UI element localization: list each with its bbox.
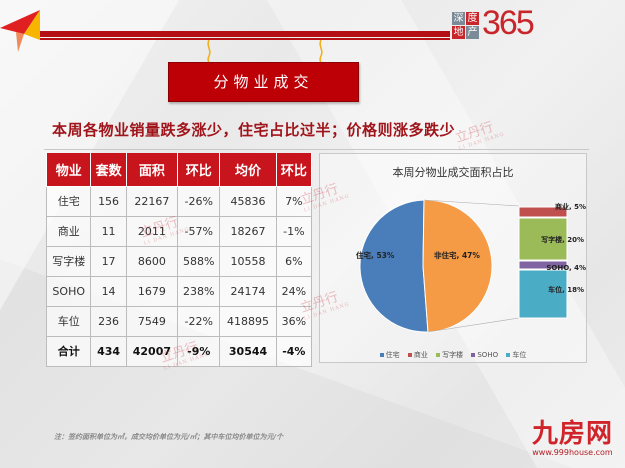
- chart-legend: 住宅 商业 写字楼 SOHO 车位: [320, 350, 586, 360]
- cell: 商业: [45, 215, 92, 247]
- cell: 7549: [125, 305, 179, 337]
- cell: 1679: [125, 275, 179, 307]
- cell: 24174: [219, 275, 277, 307]
- label-residential: 住宅, 53%: [356, 250, 395, 260]
- footnote: 注：签约面积单位为㎡，成交均价单位为元/㎡；其中车位均价单位为元/个: [54, 433, 284, 441]
- cell: 2011: [125, 215, 179, 247]
- table-header-row: 物业 套数 面积 环比 均价 环比: [45, 153, 313, 187]
- cell: -57%: [177, 215, 221, 247]
- col-header: 环比: [275, 153, 313, 187]
- cell: 588%: [177, 245, 221, 277]
- cell: 6%: [275, 245, 313, 277]
- legend-item: SOHO: [471, 351, 498, 359]
- table-row: 写字楼 17 8600 588% 10558 6%: [45, 245, 313, 277]
- legend-item: 商业: [407, 351, 428, 359]
- pie-chart-panel: 本周分物业成交面积占比 住宅, 53% 非住宅, 47% 商业, 5% 写字楼,…: [319, 153, 587, 363]
- cell: -26%: [177, 185, 221, 217]
- legend-item: 住宅: [379, 351, 400, 359]
- cell: SOHO: [45, 275, 92, 307]
- table-total-row: 合计 434 42007 -9% 30544 -4%: [45, 335, 313, 367]
- legend-item: 写字楼: [436, 351, 463, 359]
- cell: 写字楼: [45, 245, 92, 277]
- footer-logo-url: www.999house.com: [532, 448, 613, 457]
- col-header: 均价: [219, 153, 277, 187]
- label-office: 写字楼, 20%: [541, 235, 584, 244]
- label-soho: SOHO, 4%: [546, 264, 586, 272]
- cell: 车位: [45, 305, 92, 337]
- cell: 10558: [219, 245, 277, 277]
- cell: 7%: [275, 185, 313, 217]
- col-header: 环比: [177, 153, 221, 187]
- pie-slice-residential: [359, 199, 429, 333]
- cell: -1%: [275, 215, 313, 247]
- cell: -4%: [275, 335, 313, 367]
- cell: 住宅: [45, 185, 92, 217]
- legend-item: 车位: [506, 351, 526, 359]
- col-header: 套数: [90, 153, 127, 187]
- col-header: 面积: [125, 153, 179, 187]
- cell: 45836: [219, 185, 277, 217]
- cell: 14: [90, 275, 127, 307]
- cell: 42007: [125, 335, 179, 367]
- label-commercial: 商业, 5%: [555, 202, 586, 211]
- header-rail: [40, 31, 450, 41]
- label-parking: 车位, 18%: [548, 285, 584, 294]
- col-header: 物业: [45, 153, 92, 187]
- table-row: 商业 11 2011 -57% 18267 -1%: [45, 215, 313, 247]
- bar-segment-office: [518, 217, 568, 261]
- cell: -9%: [177, 335, 221, 367]
- cell: 17: [90, 245, 127, 277]
- brand-logo-365: 深 度 地 产 365: [452, 4, 535, 42]
- cell: 30544: [219, 335, 277, 367]
- cell: 11: [90, 215, 127, 247]
- cell: -22%: [177, 305, 221, 337]
- bar-of-pie-chart: 住宅, 53% 非住宅, 47% 商业, 5% 写字楼, 20% SOHO, 4…: [356, 199, 586, 333]
- table-row: SOHO 14 1679 238% 24174 24%: [45, 275, 313, 307]
- bar-segment-commercial: [518, 206, 568, 218]
- table-row: 车位 236 7549 -22% 418895 36%: [45, 305, 313, 337]
- table-row: 住宅 156 22167 -26% 45836 7%: [45, 185, 313, 217]
- cell: 合计: [45, 335, 92, 367]
- label-nonresidential: 非住宅, 47%: [434, 250, 480, 260]
- cell: 8600: [125, 245, 179, 277]
- pie-slice-nonresidential: [422, 199, 493, 333]
- footer-logo-999house: 九房网 www.999house.com: [520, 420, 625, 468]
- section-title-banner: 分物业成交: [168, 62, 359, 102]
- bar-segment-soho: [518, 260, 568, 270]
- cell: 236: [90, 305, 127, 337]
- paper-plane-icon: [0, 10, 40, 52]
- footer-logo-name: 九房网: [531, 419, 613, 449]
- chart-title: 本周分物业成交面积占比: [392, 166, 514, 179]
- cell: 18267: [219, 215, 277, 247]
- divider: [44, 149, 589, 150]
- sales-table: 物业 套数 面积 环比 均价 环比 住宅 156 22167 -26% 45836 7% …: [45, 153, 313, 367]
- brand-number: 365: [482, 4, 535, 42]
- cell: 418895: [219, 305, 277, 337]
- bar-segment-parking: [518, 269, 568, 319]
- cell: 434: [90, 335, 127, 367]
- cell: 36%: [275, 305, 313, 337]
- watermark: 立丹行 LI DAN HANG: [453, 119, 506, 152]
- cell: 238%: [177, 275, 221, 307]
- cell: 156: [90, 185, 127, 217]
- headline: 本周各物业销量跌多涨少，住宅占比过半；价格则涨多跌少: [52, 121, 456, 139]
